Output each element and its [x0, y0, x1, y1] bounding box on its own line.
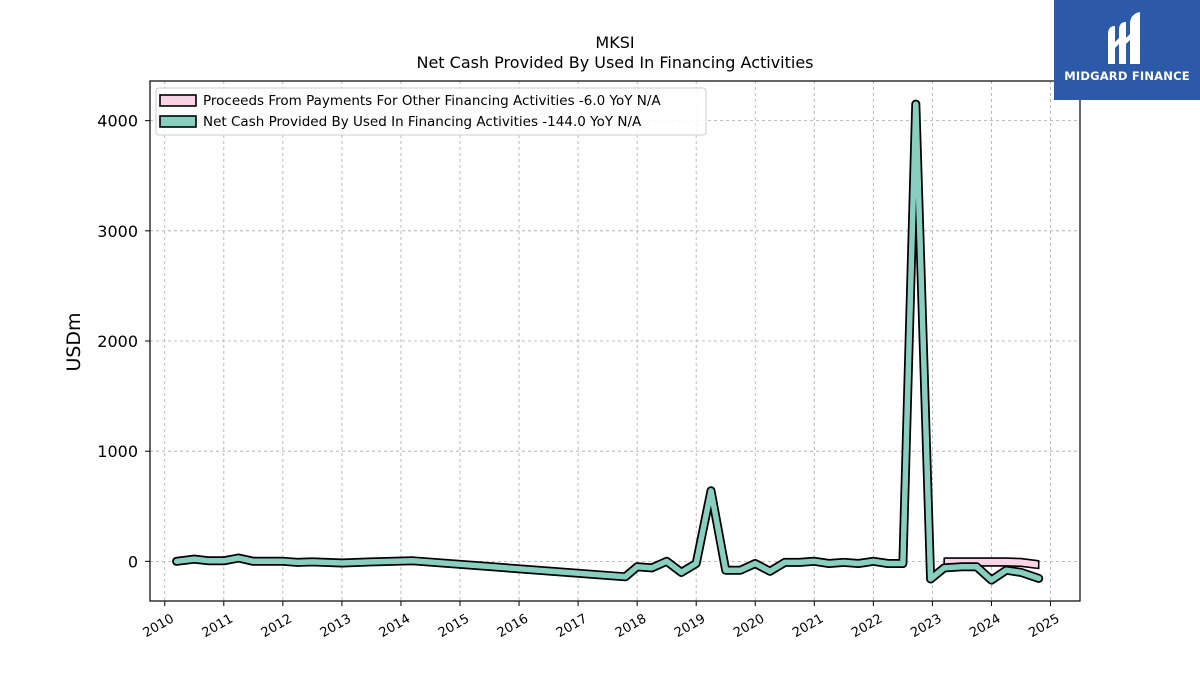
series-line-net-cash-financing — [173, 101, 1042, 583]
legend: Proceeds From Payments For Other Financi… — [155, 87, 707, 136]
legend-label: Net Cash Provided By Used In Financing A… — [203, 114, 642, 130]
y-tick-label: 0 — [128, 552, 138, 571]
x-tick-label: 2019 — [672, 611, 708, 641]
x-tick-label: 2010 — [141, 611, 177, 641]
legend-swatch — [159, 115, 197, 128]
legend-label: Proceeds From Payments For Other Financi… — [203, 93, 661, 109]
grid-lines — [150, 81, 1080, 601]
chart-subtitle: Net Cash Provided By Used In Financing A… — [416, 53, 813, 72]
midgard-m-logo-icon — [1108, 12, 1140, 64]
y-axis-label: USDm — [63, 312, 85, 371]
chart-title: MKSI — [595, 33, 634, 52]
x-tick-label: 2013 — [318, 611, 354, 641]
brand-name: MIDGARD FINANCE — [1064, 69, 1190, 83]
y-axis-ticks: 0 1000 2000 3000 4000 — [97, 112, 150, 571]
x-tick-label: 2023 — [908, 611, 944, 641]
y-tick-label: 4000 — [97, 112, 138, 131]
x-tick-label: 2020 — [731, 611, 767, 641]
x-tick-label: 2011 — [200, 611, 236, 641]
y-tick-label: 3000 — [97, 222, 138, 241]
brand-logo: MIDGARD FINANCE — [1054, 0, 1200, 100]
x-tick-label: 2012 — [259, 611, 295, 641]
plot-area — [172, 99, 1044, 585]
x-tick-label: 2018 — [613, 611, 649, 641]
y-tick-label: 2000 — [97, 332, 138, 351]
x-axis-ticks: 2010 2011 2012 2013 2014 2015 2016 2017 2018 2019… — [141, 601, 1062, 641]
x-tick-label: 2022 — [849, 611, 885, 641]
x-tick-label: 2017 — [554, 611, 590, 641]
y-tick-label: 1000 — [97, 442, 138, 461]
x-tick-label: 2015 — [436, 611, 472, 641]
legend-swatch — [159, 94, 197, 107]
x-tick-label: 2021 — [790, 611, 826, 641]
x-tick-label: 2025 — [1026, 611, 1062, 641]
x-tick-label: 2014 — [377, 611, 413, 641]
x-tick-label: 2024 — [967, 611, 1003, 641]
x-tick-label: 2016 — [495, 611, 531, 641]
